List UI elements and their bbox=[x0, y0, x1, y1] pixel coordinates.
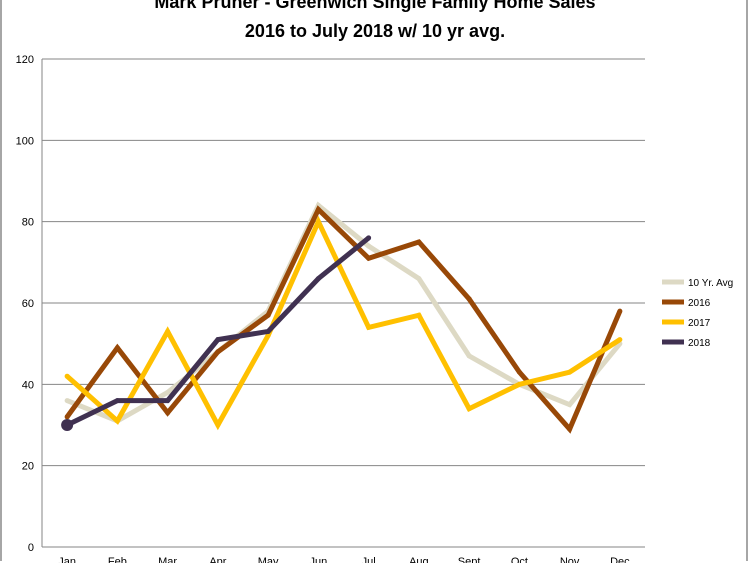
x-tick-label: Nov bbox=[560, 556, 580, 563]
series-line bbox=[66, 201, 622, 424]
y-tick-label: 60 bbox=[22, 298, 34, 310]
data-point bbox=[165, 328, 171, 334]
y-tick-label: 120 bbox=[16, 54, 34, 66]
x-axis-labels: Jan Feb Mar Apr May Jun Jul Aug Sept Oct Nov Dec bbox=[58, 556, 630, 563]
data-point bbox=[265, 328, 271, 334]
y-tick-label: 100 bbox=[16, 135, 34, 147]
data-point bbox=[64, 414, 70, 420]
x-tick-label: Jan bbox=[58, 556, 76, 563]
data-point bbox=[366, 255, 372, 261]
data-point bbox=[315, 219, 321, 225]
series-layer bbox=[61, 201, 623, 434]
data-point bbox=[265, 312, 271, 318]
data-point bbox=[61, 419, 74, 431]
y-axis-labels: 0 20 40 60 80 100 120 bbox=[16, 54, 34, 554]
y-tick-label: 80 bbox=[22, 217, 34, 229]
data-point bbox=[567, 402, 573, 408]
data-point bbox=[215, 422, 221, 428]
data-point bbox=[516, 381, 522, 387]
data-point bbox=[567, 426, 573, 432]
data-point bbox=[64, 373, 70, 379]
data-point bbox=[315, 276, 321, 282]
series-2017 bbox=[64, 215, 623, 431]
y-tick-label: 20 bbox=[22, 461, 34, 473]
x-tick-label: Sept bbox=[458, 556, 481, 563]
chart-subtitle: 2016 to July 2018 w/ 10 yr avg. bbox=[244, 21, 506, 41]
series-line bbox=[66, 235, 371, 428]
series-line bbox=[65, 205, 623, 434]
data-point bbox=[366, 243, 372, 249]
data-point bbox=[416, 276, 422, 282]
data-point bbox=[315, 206, 321, 212]
y-tick-label: 0 bbox=[28, 542, 34, 554]
x-tick-label: Aug bbox=[409, 556, 429, 563]
y-tick-label: 40 bbox=[22, 379, 34, 391]
x-tick-label: Feb bbox=[108, 556, 127, 563]
data-point bbox=[466, 296, 472, 302]
legend: 10 Yr. Avg 2016 2017 2018 bbox=[662, 278, 733, 349]
series-2018 bbox=[61, 235, 372, 431]
legend-label: 2016 bbox=[688, 298, 711, 309]
data-point bbox=[366, 324, 372, 330]
data-point bbox=[64, 398, 70, 404]
data-point bbox=[416, 312, 422, 318]
data-point bbox=[416, 239, 422, 245]
grid-layer bbox=[41, 58, 645, 548]
x-tick-label: May bbox=[258, 556, 279, 563]
data-point bbox=[617, 337, 623, 343]
chart-title: Mark Pruner - Greenwich Single Family Ho… bbox=[154, 0, 596, 12]
data-point bbox=[114, 398, 120, 404]
legend-label: 2018 bbox=[688, 338, 711, 349]
data-point bbox=[366, 235, 372, 241]
data-point bbox=[114, 345, 120, 351]
data-point bbox=[114, 418, 120, 424]
x-tick-label: Jun bbox=[310, 556, 328, 563]
data-point bbox=[165, 389, 171, 395]
data-point bbox=[466, 353, 472, 359]
series-2016 bbox=[64, 205, 623, 434]
data-point bbox=[265, 333, 271, 339]
x-tick-label: Dec bbox=[610, 556, 630, 563]
data-point bbox=[165, 398, 171, 404]
data-point bbox=[466, 406, 472, 412]
data-point bbox=[215, 337, 221, 343]
legend-label: 2017 bbox=[688, 318, 711, 329]
legend-label: 10 Yr. Avg bbox=[688, 278, 733, 289]
x-tick-label: Apr bbox=[209, 556, 226, 563]
data-point bbox=[567, 369, 573, 375]
data-point bbox=[516, 369, 522, 375]
x-tick-label: Mar bbox=[158, 556, 177, 563]
x-tick-label: Jul bbox=[362, 556, 376, 563]
data-point bbox=[617, 308, 623, 314]
series-line bbox=[65, 215, 622, 431]
data-point bbox=[215, 349, 221, 355]
x-tick-label: Oct bbox=[511, 556, 528, 563]
data-point bbox=[165, 410, 171, 416]
